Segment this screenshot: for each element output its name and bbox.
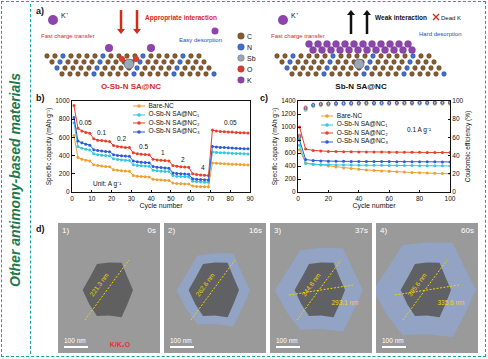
svg-text:400: 400 bbox=[285, 162, 296, 169]
svg-text:40: 40 bbox=[147, 195, 155, 202]
svg-text:600: 600 bbox=[59, 134, 70, 141]
svg-text:C: C bbox=[247, 33, 252, 40]
svg-text:40: 40 bbox=[355, 195, 363, 202]
svg-text:200: 200 bbox=[59, 170, 70, 177]
svg-text:30: 30 bbox=[128, 195, 136, 202]
svg-text:800: 800 bbox=[285, 136, 296, 143]
svg-text:K⁺: K⁺ bbox=[61, 12, 69, 19]
svg-text:2: 2 bbox=[181, 156, 185, 163]
svg-text:Coulombic efficiency (%): Coulombic efficiency (%) bbox=[464, 111, 472, 182]
svg-text:60: 60 bbox=[187, 195, 195, 202]
svg-text:1000: 1000 bbox=[55, 97, 70, 104]
svg-text:60s: 60s bbox=[461, 226, 474, 235]
svg-text:0.05: 0.05 bbox=[79, 119, 92, 126]
svg-text:344.8 nm: 344.8 nm bbox=[300, 272, 322, 298]
svg-text:Sb-N SA@NC: Sb-N SA@NC bbox=[335, 82, 387, 91]
svg-text:0: 0 bbox=[452, 188, 456, 195]
svg-text:Specific capacity (mAh g⁻¹): Specific capacity (mAh g⁻¹) bbox=[45, 108, 53, 186]
html-text:Bare-NC: Bare-NC bbox=[148, 101, 174, 109]
svg-text:293.1 nm: 293.1 nm bbox=[331, 299, 358, 306]
svg-text:Hard desorption: Hard desorption bbox=[419, 31, 462, 37]
html-text:O-Sb-N SA@NC₂: O-Sb-N SA@NC₂ bbox=[148, 118, 200, 126]
svg-text:400: 400 bbox=[59, 152, 70, 159]
svg-text:K: K bbox=[247, 77, 252, 84]
svg-text:3): 3) bbox=[274, 226, 281, 235]
svg-text:221.3 nm: 221.3 nm bbox=[88, 272, 110, 298]
svg-text:0.2: 0.2 bbox=[117, 135, 126, 142]
svg-text:Weak interaction: Weak interaction bbox=[375, 14, 427, 21]
html-text:Other antimony-based materials: Other antimony-based materials bbox=[7, 73, 23, 287]
svg-text:70: 70 bbox=[207, 195, 215, 202]
svg-text:0.1 A g⁻¹: 0.1 A g⁻¹ bbox=[407, 126, 432, 134]
svg-text:0: 0 bbox=[70, 195, 74, 202]
svg-text:4: 4 bbox=[201, 164, 205, 171]
svg-text:1): 1) bbox=[62, 226, 69, 235]
svg-text:16s: 16s bbox=[249, 226, 262, 235]
svg-text:d): d) bbox=[36, 224, 45, 234]
svg-text:50: 50 bbox=[167, 195, 175, 202]
svg-text:10: 10 bbox=[88, 195, 96, 202]
html-text:O-Sb-N SA@NC₃: O-Sb-N SA@NC₃ bbox=[148, 127, 200, 135]
html-text:c): c) bbox=[260, 93, 268, 103]
html-text:O-Sb-N SA@NC₁: O-Sb-N SA@NC₁ bbox=[336, 120, 388, 128]
svg-text:395.6 nm: 395.6 nm bbox=[406, 272, 428, 298]
svg-text:Dead K: Dead K bbox=[441, 15, 461, 21]
svg-text:Cycle number: Cycle number bbox=[139, 202, 183, 210]
svg-text:800: 800 bbox=[59, 115, 70, 122]
svg-text:1400: 1400 bbox=[281, 97, 296, 104]
svg-text:O: O bbox=[247, 66, 253, 73]
svg-text:100 nm: 100 nm bbox=[276, 337, 298, 344]
svg-text:0.1: 0.1 bbox=[97, 129, 106, 136]
svg-text:60: 60 bbox=[452, 134, 460, 141]
svg-text:100 nm: 100 nm bbox=[64, 337, 86, 344]
svg-text:4): 4) bbox=[380, 226, 387, 235]
svg-text:20: 20 bbox=[452, 170, 460, 177]
html-text:O-Sb-N SA@NC₃: O-Sb-N SA@NC₃ bbox=[336, 137, 388, 145]
html-text:b): b) bbox=[36, 93, 45, 103]
html-text:Bare-NC: Bare-NC bbox=[336, 111, 363, 119]
svg-text:0: 0 bbox=[66, 188, 70, 195]
svg-text:K⁺: K⁺ bbox=[291, 12, 299, 19]
svg-text:0.5: 0.5 bbox=[139, 143, 148, 150]
svg-text:0.05: 0.05 bbox=[224, 119, 237, 126]
svg-text:200: 200 bbox=[285, 175, 296, 182]
svg-text:1200: 1200 bbox=[281, 110, 296, 117]
svg-text:40: 40 bbox=[452, 152, 460, 159]
svg-text:1: 1 bbox=[161, 149, 165, 156]
svg-text:Sb: Sb bbox=[247, 55, 256, 62]
svg-text:a): a) bbox=[36, 6, 44, 16]
svg-text:20: 20 bbox=[108, 195, 116, 202]
svg-text:262.6 nm: 262.6 nm bbox=[194, 272, 216, 298]
svg-text:0s: 0s bbox=[148, 226, 156, 235]
svg-text:60: 60 bbox=[386, 195, 394, 202]
svg-text:Fast charge transfer: Fast charge transfer bbox=[41, 33, 95, 39]
svg-text:100 nm: 100 nm bbox=[382, 337, 404, 344]
svg-text:0: 0 bbox=[292, 188, 296, 195]
svg-text:Easy desorption: Easy desorption bbox=[179, 37, 222, 43]
svg-text:80: 80 bbox=[416, 195, 424, 202]
svg-text:100: 100 bbox=[445, 195, 456, 202]
svg-text:Cycle number: Cycle number bbox=[352, 202, 396, 210]
svg-text:80: 80 bbox=[452, 115, 460, 122]
svg-text:20: 20 bbox=[325, 195, 333, 202]
svg-text:0: 0 bbox=[296, 195, 300, 202]
svg-text:Specific capacity (mAh g⁻¹): Specific capacity (mAh g⁻¹) bbox=[271, 108, 279, 186]
svg-text:90: 90 bbox=[246, 195, 254, 202]
html-text:O-Sb-N SA@NC₂: O-Sb-N SA@NC₂ bbox=[336, 128, 388, 136]
svg-text:100: 100 bbox=[452, 97, 463, 104]
svg-text:37s: 37s bbox=[355, 226, 368, 235]
svg-text:80: 80 bbox=[227, 195, 235, 202]
svg-text:1000: 1000 bbox=[281, 123, 296, 130]
svg-text:Unit: A g⁻¹: Unit: A g⁻¹ bbox=[93, 180, 122, 188]
svg-text:Fast charge transfer: Fast charge transfer bbox=[271, 33, 325, 39]
svg-text:600: 600 bbox=[285, 149, 296, 156]
svg-text:2): 2) bbox=[168, 226, 175, 235]
svg-text:O-Sb-N SA@NC: O-Sb-N SA@NC bbox=[101, 82, 161, 91]
svg-text:N: N bbox=[247, 44, 252, 51]
svg-text:Appropriate interaction: Appropriate interaction bbox=[145, 14, 217, 22]
svg-text:335.6 nm: 335.6 nm bbox=[437, 299, 464, 306]
svg-text:K/K₂O: K/K₂O bbox=[110, 341, 131, 348]
html-text:O-Sb-N SA@NC₁: O-Sb-N SA@NC₁ bbox=[148, 110, 200, 118]
svg-text:100 nm: 100 nm bbox=[170, 337, 192, 344]
